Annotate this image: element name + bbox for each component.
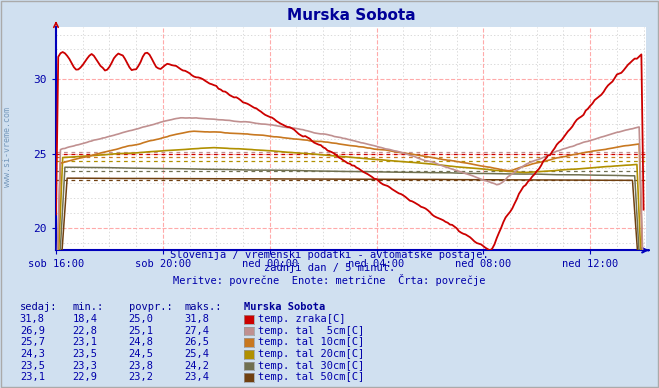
Text: 24,8: 24,8 <box>129 337 154 347</box>
Text: 23,1: 23,1 <box>20 372 45 382</box>
Text: 23,3: 23,3 <box>72 360 98 371</box>
Text: 23,8: 23,8 <box>129 360 154 371</box>
Text: zadnji dan / 5 minut.: zadnji dan / 5 minut. <box>264 263 395 273</box>
Text: 25,4: 25,4 <box>185 349 210 359</box>
Text: 24,5: 24,5 <box>129 349 154 359</box>
Text: 24,2: 24,2 <box>185 360 210 371</box>
Text: 31,8: 31,8 <box>185 314 210 324</box>
Text: 27,4: 27,4 <box>185 326 210 336</box>
Text: 24,3: 24,3 <box>20 349 45 359</box>
Text: 31,8: 31,8 <box>20 314 45 324</box>
Text: 23,4: 23,4 <box>185 372 210 382</box>
Text: 25,7: 25,7 <box>20 337 45 347</box>
Text: 22,8: 22,8 <box>72 326 98 336</box>
Text: povpr.:: povpr.: <box>129 302 172 312</box>
Text: 23,2: 23,2 <box>129 372 154 382</box>
Text: 25,1: 25,1 <box>129 326 154 336</box>
Text: Slovenija / vremenski podatki - avtomatske postaje.: Slovenija / vremenski podatki - avtomats… <box>170 250 489 260</box>
Text: temp. zraka[C]: temp. zraka[C] <box>258 314 346 324</box>
Title: Murska Sobota: Murska Sobota <box>287 8 415 23</box>
Text: maks.:: maks.: <box>185 302 222 312</box>
Text: temp. tal 20cm[C]: temp. tal 20cm[C] <box>258 349 364 359</box>
Text: 26,5: 26,5 <box>185 337 210 347</box>
Text: Meritve: povrečne  Enote: metrične  Črta: povrečje: Meritve: povrečne Enote: metrične Črta: … <box>173 274 486 286</box>
Text: 25,0: 25,0 <box>129 314 154 324</box>
Text: min.:: min.: <box>72 302 103 312</box>
Text: temp. tal 50cm[C]: temp. tal 50cm[C] <box>258 372 364 382</box>
Text: 23,5: 23,5 <box>20 360 45 371</box>
Text: temp. tal 30cm[C]: temp. tal 30cm[C] <box>258 360 364 371</box>
Text: www.si-vreme.com: www.si-vreme.com <box>3 107 13 187</box>
Text: 26,9: 26,9 <box>20 326 45 336</box>
Text: sedaj:: sedaj: <box>20 302 57 312</box>
Text: 18,4: 18,4 <box>72 314 98 324</box>
Text: Murska Sobota: Murska Sobota <box>244 302 325 312</box>
Text: temp. tal 10cm[C]: temp. tal 10cm[C] <box>258 337 364 347</box>
Text: 22,9: 22,9 <box>72 372 98 382</box>
Text: 23,1: 23,1 <box>72 337 98 347</box>
Text: temp. tal  5cm[C]: temp. tal 5cm[C] <box>258 326 364 336</box>
Text: 23,5: 23,5 <box>72 349 98 359</box>
